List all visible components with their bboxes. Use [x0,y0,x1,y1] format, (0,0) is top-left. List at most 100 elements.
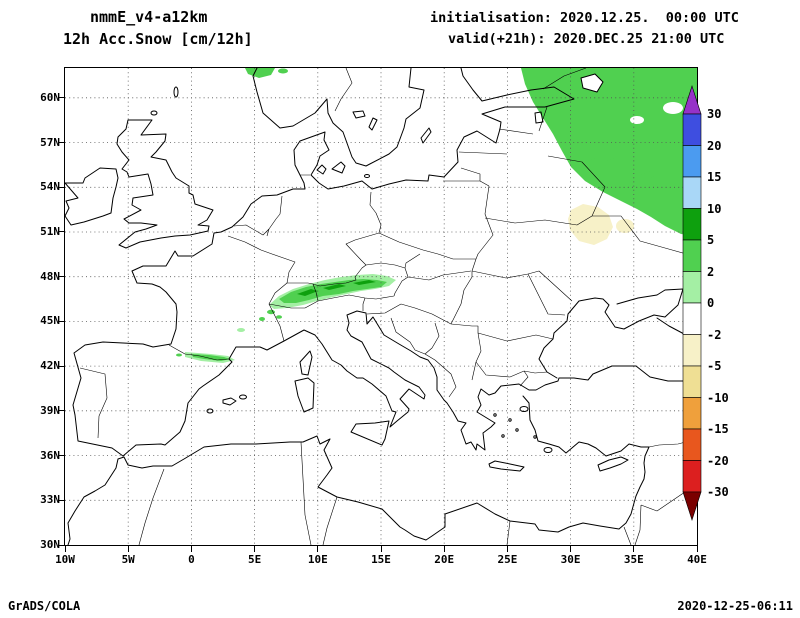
lon-label-25E: 25E [497,553,518,566]
shading-norway-dot [278,68,288,74]
lon-label-10W: 10W [55,553,75,566]
island-menorca [239,394,247,400]
colorbar-seg-1 [682,145,702,178]
shading-ne-streak-1 [573,149,629,171]
shading-pyrenees-dot [176,353,182,357]
borders-iberia [79,344,230,439]
lon-tick-10W [64,546,66,552]
colorbar-label--15: -15 [707,422,729,436]
lat-label-51N: 51N [40,224,60,238]
valid-time: valid(+21h): 2020.DEC.25 21:00 UTC [448,31,725,47]
colorbar-label-0: 0 [707,296,715,310]
island-funen [316,164,327,175]
borders-eastern-europe [443,106,697,260]
lake-vanern [352,110,366,119]
lat-label-45N: 45N [40,314,60,328]
colorbar-seg-2 [682,176,702,209]
island-corsica [299,350,313,376]
shading-hole-2 [630,116,644,124]
lat-label-48N: 48N [40,269,60,283]
colorbar-seg-top [682,85,702,115]
island-zealand [331,161,346,174]
shading-alps-band [279,279,387,303]
lat-tick-48N [58,276,64,278]
lon-label-20E: 20E [434,553,455,566]
lon-tick-5W [127,546,129,552]
shading-alps-core-3 [353,280,376,285]
lat-tick-30N [58,544,64,546]
shading-pyrenees-band [192,354,230,361]
island-gotland [420,127,432,144]
lat-label-36N: 36N [40,448,60,462]
lon-label-10E: 10E [307,553,328,566]
shading-ukraine-patch-2 [616,219,634,233]
colorbar-seg-7 [682,334,702,367]
lon-tick-0 [190,546,192,552]
island-cyprus [597,456,629,472]
shading-alps-dot-2 [259,317,265,321]
colorbar-label--30: -30 [707,485,729,499]
lat-tick-54N [58,186,64,188]
island-bornholm [364,174,370,178]
shading-alps-dot-3 [276,315,282,319]
coast-scandinavia [252,68,425,167]
colorbar-label-5: 5 [707,233,715,247]
lon-tick-30E [570,546,572,552]
lat-tick-39N [58,410,64,412]
graticule-layer [65,68,697,545]
lat-tick-36N [58,455,64,457]
coast-great-britain [116,119,214,249]
colorbar-seg-3 [682,208,702,241]
island-sardinia [294,377,315,413]
island-mallorca [222,397,237,406]
shading-alps-dot-1 [267,309,275,315]
colorbar-label--2: -2 [707,327,722,342]
lake-ladoga [580,73,604,93]
colorbar-seg-5 [682,271,702,304]
lon-label-35E: 35E [623,553,644,566]
lat-tick-45N [58,320,64,322]
borders-scandinavia [334,68,587,112]
shading-alps-core-1 [297,289,318,296]
colorbar-seg-11 [682,460,702,493]
colorbar-seg-bottom [682,491,702,521]
island-crete [488,460,525,472]
lon-label-5E: 5E [247,553,262,566]
country-borders-layer [79,68,697,545]
lat-label-54N: 54N [40,180,60,194]
shading-ne-streak-2 [637,169,662,181]
colorbar-label-20: 20 [707,138,722,153]
lon-tick-20E [443,546,445,552]
lon-tick-10E [317,546,319,552]
lon-label-5W: 5W [121,553,135,566]
colorbar-label--10: -10 [707,390,729,405]
shading-ne-russia [521,68,697,236]
lake-vattern [368,117,378,131]
coast-atlantic-baltic [72,68,575,457]
borders-balkans [366,270,573,398]
creation-timestamp: 2020-12-25-06:11 [677,599,793,613]
lat-tick-60N [58,97,64,99]
shading-alps-core-2 [323,284,346,290]
lat-label-42N: 42N [40,359,60,373]
snow-shading-layer [176,68,697,363]
island-shetland [173,86,179,98]
colorbar-seg-8 [682,365,702,398]
model-name: nmmE_v4-a12km [90,8,208,26]
coast-mediterranean [122,310,697,457]
shading-norway [245,68,275,78]
colorbar-seg-9 [682,397,702,430]
lat-label-33N: 33N [40,493,60,507]
lon-label-0: 0 [188,553,195,566]
lat-tick-33N [58,499,64,501]
init-time: initialisation: 2020.12.25. 00:00 UTC [430,10,739,26]
borders-mideast-africa [138,438,697,545]
island-orkney [150,110,158,116]
lon-tick-5E [254,546,256,552]
colorbar-label-30: 30 [707,107,722,121]
colorbar-label-10: 10 [707,201,722,216]
colorbar-label--20: -20 [707,453,729,468]
coast-africa-levant [67,395,650,545]
island-aegean-4 [533,435,537,439]
